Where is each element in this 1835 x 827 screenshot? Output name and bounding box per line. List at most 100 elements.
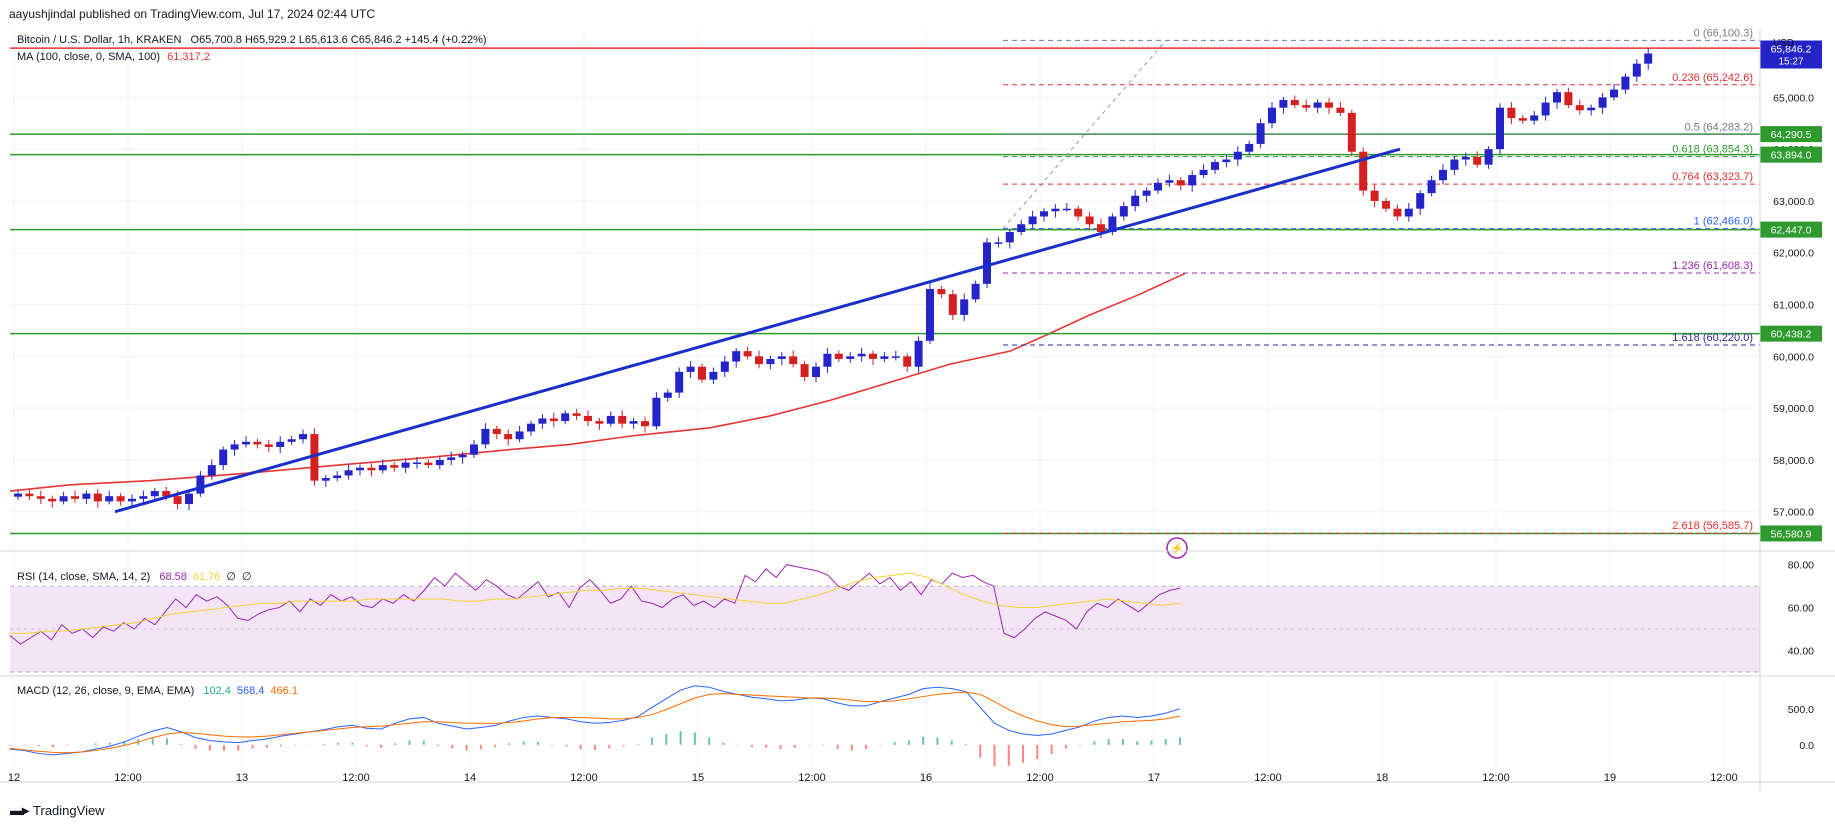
macd-histogram-bar (180, 744, 183, 745)
ma-legend: MA (100, close, 0, SMA, 100) 61,317.2 (17, 51, 210, 63)
macd-histogram-bar (151, 738, 154, 745)
bearish-candle (1564, 92, 1573, 106)
bullish-candle (1587, 107, 1596, 111)
bullish-candle (1404, 208, 1413, 217)
bullish-candle (1632, 63, 1641, 77)
bullish-candle (1005, 232, 1014, 243)
bullish-candle (299, 434, 307, 440)
bullish-candle (1621, 76, 1630, 90)
bullish-candle (196, 475, 205, 494)
symbol-name[interactable]: Bitcoin / U.S. Dollar, 1h, KRAKEN (17, 34, 182, 46)
bullish-candle (276, 441, 285, 447)
time-axis-tick: 19 (1604, 772, 1616, 784)
price-axis-tick: 57,000.0 (1773, 507, 1814, 519)
tradingview-logo[interactable]: ▬▸ TradingView (10, 802, 105, 819)
bullish-candle (139, 496, 148, 499)
macd-histogram-bar (1079, 744, 1082, 746)
rsi-ma-line (10, 572, 1181, 634)
time-axis-tick: 12:00 (570, 772, 598, 784)
rsi-pane[interactable]: RSI (14, close, SMA, 14, 2) 68.58 61.76 ∅ ∅ (9, 564, 1760, 673)
bullish-candle (1245, 143, 1254, 152)
price-axis-tick: 59,000.0 (1773, 403, 1814, 415)
bullish-candle (14, 493, 22, 497)
bullish-candle (891, 356, 900, 358)
currency-label[interactable]: USD (1773, 38, 1795, 49)
macd-histogram-bar (665, 734, 668, 745)
bullish-candle (1610, 89, 1618, 98)
bullish-candle (1119, 206, 1128, 217)
bearish-candle (253, 441, 262, 445)
bullish-candle (481, 428, 490, 445)
macd-histogram-bar (1107, 739, 1110, 745)
bullish-candle (709, 371, 718, 380)
price-pane[interactable]: 0 (66,100.3) 0.236 (65,242.6) 0.5 (64,283.… (9, 27, 1760, 559)
bearish-candle (800, 364, 809, 378)
level-price-label: 64,290.5 (1771, 129, 1812, 141)
bearish-candle (1370, 190, 1379, 201)
macd-histogram-bar (793, 744, 796, 748)
bearish-candle (743, 351, 752, 357)
bullish-candle (515, 431, 524, 440)
bearish-candle (1359, 151, 1368, 191)
macd-histogram-bar (808, 744, 811, 746)
macd-histogram-bar (308, 744, 311, 746)
bearish-candle (1085, 216, 1094, 225)
bearish-candle (25, 493, 34, 497)
bearish-candle (162, 491, 171, 497)
bearish-candle (1518, 118, 1527, 121)
macd-histogram-bar (437, 744, 440, 747)
bullish-candle (82, 493, 91, 499)
bearish-candle (173, 496, 182, 504)
bullish-candle (1427, 180, 1436, 194)
bullish-candle (447, 457, 456, 460)
bearish-candle (584, 415, 592, 422)
bullish-candle (846, 356, 855, 359)
macd-histogram-bar (351, 742, 354, 745)
macd-histogram-bar (822, 744, 825, 746)
macd-histogram-bar (522, 741, 525, 745)
axis-layer: 57,000.0 58,000.0 59,000.0 60,000.0 61,000.0… (0, 30, 1835, 792)
bearish-candle (1074, 208, 1083, 217)
bearish-candle (641, 421, 649, 427)
bullish-candle (971, 283, 980, 300)
bullish-trendline (114, 147, 1401, 514)
bearish-candle (492, 428, 501, 435)
bullish-candle (675, 371, 684, 393)
rsi-axis-tick: 60.00 (1788, 603, 1814, 615)
signal-line (9, 691, 1181, 754)
time-axis-tick: 12:00 (1710, 772, 1738, 784)
macd-legend: MACD (12, 26, close, 9, EMA, EMA) 102.4 5… (17, 685, 298, 697)
bullish-candle (413, 462, 421, 465)
time-axis-tick: 13 (236, 772, 248, 784)
bullish-candle (219, 449, 228, 466)
bullish-candle (1188, 175, 1197, 186)
macd-histogram-bar (251, 744, 254, 749)
bearish-candle (834, 353, 843, 359)
macd-histogram-bar (551, 744, 554, 746)
level-price-tag (1760, 146, 1822, 163)
ma-legend-label[interactable]: MA (100, close, 0, SMA, 100) (17, 51, 161, 63)
macd-histogram-bar (422, 740, 425, 745)
bearish-candle (36, 496, 45, 499)
macd-histogram-bar (337, 742, 340, 745)
rsi-legend-value: ∅ (242, 571, 252, 583)
bullish-candle (378, 465, 387, 471)
bearish-candle (424, 462, 433, 466)
bullish-candle (230, 444, 239, 450)
macd-histogram-bar (379, 744, 382, 748)
macd-histogram-bar (9, 744, 11, 746)
macd-histogram-bar (594, 744, 596, 750)
macd-pane[interactable]: MACD (12, 26, close, 9, EMA, EMA) 102.4 5… (9, 685, 1181, 767)
fib-connector-line (1002, 40, 1167, 229)
tradingview-mark-icon: ▬▸ (10, 802, 29, 818)
bullish-candle (652, 397, 661, 427)
macd-histogram-bar (765, 744, 768, 748)
macd-histogram-bar (750, 744, 753, 747)
macd-histogram-bar (779, 744, 782, 750)
bullish-candle (1131, 195, 1140, 207)
bearish-candle (93, 493, 102, 502)
macd-histogram-bar (451, 744, 454, 749)
bearish-candle (549, 418, 558, 422)
bearish-candle (1382, 200, 1390, 209)
price-axis-tick: 60,000.0 (1773, 351, 1814, 363)
